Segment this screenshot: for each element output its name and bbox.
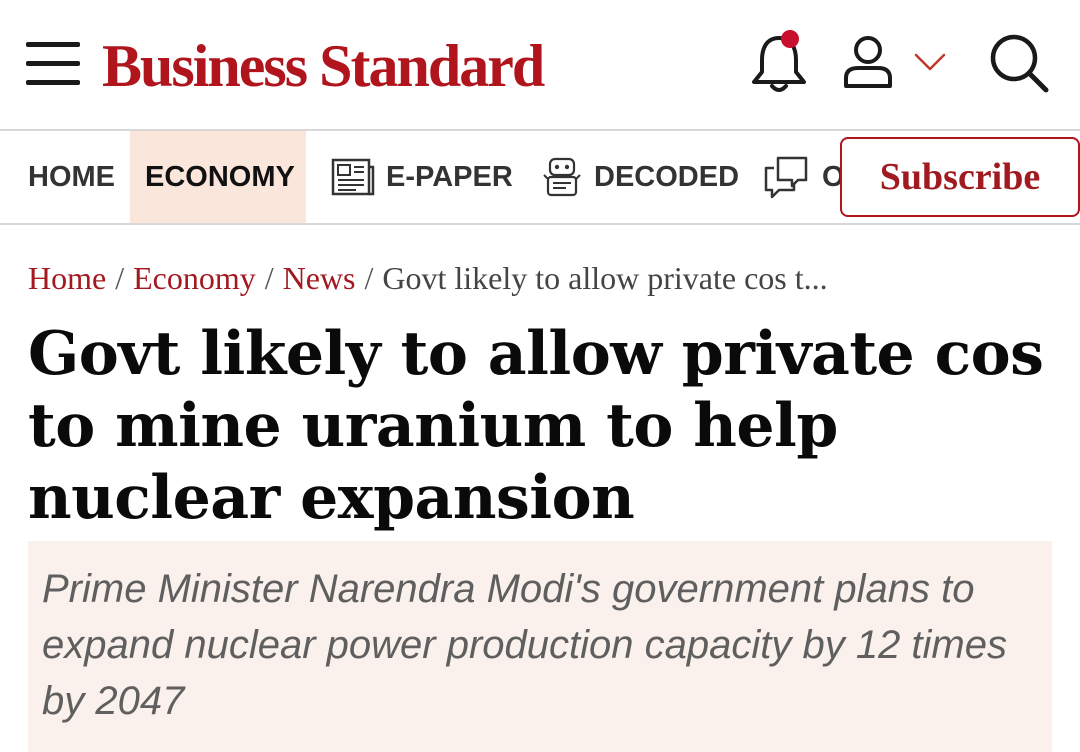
breadcrumb-home[interactable]: Home bbox=[28, 260, 107, 296]
chat-icon bbox=[764, 156, 808, 199]
nav-item-label: E-PAPER bbox=[386, 160, 513, 193]
breadcrumb-separator: / bbox=[364, 260, 374, 296]
breadcrumb: Home / Economy / News / Govt likely to allow p… bbox=[28, 260, 828, 297]
nav-item-home[interactable]: HOME bbox=[28, 131, 115, 223]
nav-item-label: ECONOMY bbox=[145, 160, 295, 193]
nav-item-decoded[interactable]: DECODED bbox=[540, 131, 739, 223]
article-summary-text: Prime Minister Narendra Modi's governmen… bbox=[42, 567, 1007, 723]
nav-item-epaper[interactable]: E-PAPER bbox=[330, 131, 513, 223]
notification-dot bbox=[781, 30, 799, 48]
article-summary: Prime Minister Narendra Modi's governmen… bbox=[28, 541, 1052, 752]
site-logo[interactable]: Business Standard bbox=[102, 33, 545, 99]
menu-icon[interactable] bbox=[26, 42, 82, 88]
chevron-down-icon[interactable] bbox=[910, 50, 950, 74]
search-icon[interactable] bbox=[986, 30, 1052, 96]
nav-item-label: HOME bbox=[28, 160, 115, 193]
robot-icon bbox=[543, 157, 581, 197]
subscribe-button[interactable]: Subscribe bbox=[840, 137, 1080, 217]
breadcrumb-separator: / bbox=[115, 260, 125, 296]
nav-item-economy[interactable]: ECONOMY bbox=[130, 131, 306, 223]
breadcrumb-economy[interactable]: Economy bbox=[133, 260, 256, 296]
breadcrumb-current: Govt likely to allow private cos t... bbox=[382, 260, 828, 296]
breadcrumb-news[interactable]: News bbox=[282, 260, 356, 296]
nav-item-opinion[interactable]: O bbox=[762, 131, 845, 223]
site-header: Business Standard bbox=[0, 0, 1080, 130]
nav-item-label: DECODED bbox=[594, 160, 740, 193]
newspaper-icon bbox=[331, 158, 375, 196]
article-headline: Govt likely to allow private cos to mine… bbox=[28, 319, 1044, 533]
breadcrumb-separator: / bbox=[264, 260, 274, 296]
section-nav: HOME ECONOMY E-PAPER DECODED O Subscribe bbox=[0, 129, 1080, 225]
user-icon[interactable] bbox=[840, 30, 896, 92]
bell-icon[interactable] bbox=[748, 30, 810, 96]
nav-item-label: O bbox=[822, 160, 845, 193]
